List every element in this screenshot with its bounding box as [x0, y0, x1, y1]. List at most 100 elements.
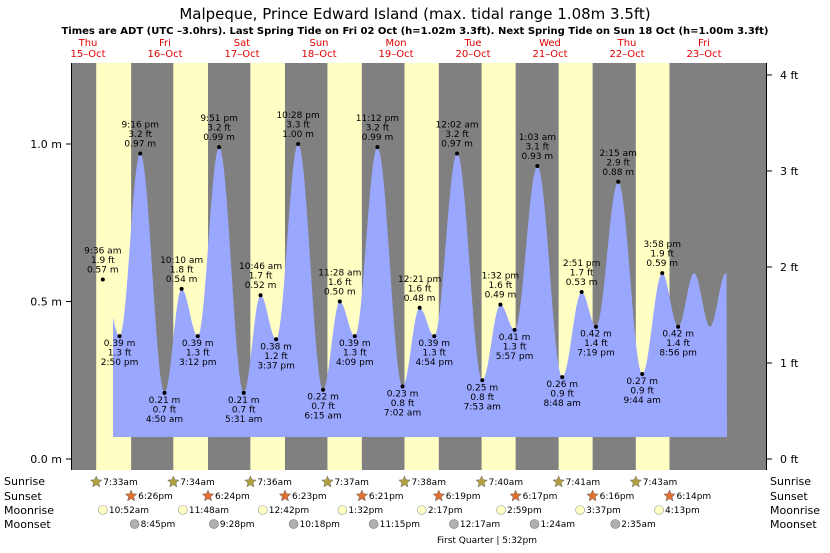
- tide-label-12-1: 1.6 ft: [328, 278, 352, 288]
- tide-point-20: [498, 302, 503, 307]
- tide-label-28-0: 3:58 pm: [643, 240, 681, 250]
- sunrise-icon-6: [552, 475, 565, 488]
- moonset-row-label-right: Moonset: [770, 518, 817, 531]
- tide-point-6: [217, 145, 222, 150]
- tide-label-19-0: 0.25 m: [466, 383, 498, 393]
- tide-point-26: [616, 179, 621, 184]
- sunrise-icon-5: [475, 475, 488, 488]
- day-date-0: 15–Oct: [70, 49, 105, 60]
- tide-label-7-0: 0.21 m: [228, 396, 260, 406]
- moonset-time-5: 1:24am: [540, 520, 575, 530]
- tide-label-15-0: 0.23 m: [387, 390, 419, 400]
- tide-label-28-1: 1.9 ft: [650, 250, 674, 260]
- tide-marks: 9:36 am1.9 ft0.57 m0.39 m1.3 ft2:50 pm9:…: [84, 111, 697, 425]
- tide-point-13: [352, 334, 357, 339]
- day-name-0: Thu: [78, 38, 98, 49]
- tide-label-9-0: 0.38 m: [260, 342, 292, 352]
- sunset-time-3: 6:21pm: [369, 492, 404, 502]
- tide-point-28: [660, 271, 665, 276]
- tide-label-16-0: 12:21 pm: [398, 275, 441, 285]
- moonrise-time-3: 1:32pm: [348, 506, 383, 516]
- right-tick-label-4: 4 ft: [780, 69, 799, 82]
- moonrise-icon-2: [257, 505, 268, 515]
- moonset-time-4: 12:17am: [460, 520, 500, 530]
- tide-point-27: [640, 371, 645, 376]
- tide-label-19-2: 7:53 am: [464, 402, 501, 412]
- moon-phase: First Quarter | 5:32pm: [437, 536, 537, 546]
- tide-label-1-2: 2:50 pm: [101, 358, 139, 368]
- tide-label-19-1: 0.8 ft: [470, 393, 494, 403]
- tide-label-20-0: 1:32 pm: [482, 272, 520, 282]
- tide-label-17-2: 4:54 pm: [415, 358, 453, 368]
- sunrise-time-7: 7:43am: [643, 478, 678, 488]
- tide-point-18: [455, 151, 460, 156]
- tide-label-26-0: 2:15 am: [600, 149, 637, 159]
- tide-label-0-2: 0.57 m: [87, 265, 119, 275]
- sunrise-time-4: 7:38am: [411, 478, 446, 488]
- moonset-icon-4: [449, 519, 459, 529]
- tide-label-7-1: 0.7 ft: [232, 405, 256, 415]
- tide-point-16: [417, 305, 422, 310]
- sunrise-time-6: 7:41am: [566, 478, 601, 488]
- tide-point-5: [195, 334, 200, 339]
- tide-label-4-2: 0.54 m: [166, 275, 198, 285]
- sunset-icon-2: [278, 489, 292, 502]
- tide-point-15: [400, 384, 405, 389]
- day-name-5: Tue: [463, 38, 481, 49]
- sun-moon-events: 7:33am 7:34am 7:36am 7:37am 7:38am 7:40am 7:41…: [89, 475, 711, 530]
- tide-label-24-1: 1.7 ft: [570, 269, 594, 279]
- moonset-row-label-left: Moonset: [4, 518, 51, 531]
- tide-point-21: [512, 327, 517, 332]
- tide-label-27-0: 0.27 m: [626, 377, 658, 387]
- moonset-time-2: 10:18pm: [300, 520, 340, 530]
- tide-label-13-2: 4:09 pm: [336, 358, 374, 368]
- tide-label-20-2: 0.49 m: [485, 291, 517, 301]
- tide-label-5-0: 0.39 m: [182, 339, 214, 349]
- tide-label-23-0: 0.26 m: [546, 380, 578, 390]
- sunset-icon-3: [355, 489, 369, 502]
- tide-label-15-1: 0.8 ft: [391, 399, 415, 409]
- sunrise-icon-3: [321, 475, 334, 488]
- tide-label-23-1: 0.9 ft: [550, 390, 574, 400]
- tide-label-16-2: 0.48 m: [404, 294, 436, 304]
- day-name-2: Sat: [234, 38, 250, 49]
- moonrise-icon-5: [496, 505, 506, 515]
- sunset-time-0: 6:26pm: [138, 492, 173, 502]
- sunrise-icon-4: [398, 475, 411, 488]
- tide-label-28-2: 0.59 m: [646, 259, 678, 269]
- tide-label-7-2: 5:31 am: [225, 415, 262, 425]
- sunrise-row-label-right: Sunrise: [770, 475, 811, 488]
- tide-label-22-2: 0.93 m: [522, 152, 554, 162]
- tide-label-2-1: 3.2 ft: [128, 130, 152, 140]
- tide-label-5-2: 3:12 pm: [179, 358, 217, 368]
- moonrise-icon-1: [178, 505, 188, 515]
- day-date-2: 17–Oct: [224, 49, 259, 60]
- tide-label-18-1: 3.2 ft: [445, 130, 469, 140]
- sunset-time-2: 6:23pm: [292, 492, 327, 502]
- day-date-5: 20–Oct: [455, 49, 490, 60]
- tide-label-11-1: 0.7 ft: [311, 402, 335, 412]
- tide-label-9-1: 1.2 ft: [264, 352, 288, 362]
- tide-point-19: [480, 378, 485, 383]
- tide-label-2-2: 0.97 m: [124, 139, 156, 149]
- tide-label-18-0: 12:02 am: [436, 120, 479, 130]
- tide-label-26-2: 0.88 m: [602, 168, 634, 178]
- day-date-1: 16–Oct: [147, 49, 182, 60]
- moonset-icon-6: [610, 519, 621, 529]
- tide-label-6-2: 0.99 m: [203, 133, 235, 143]
- tide-label-29-1: 1.4 ft: [666, 339, 690, 349]
- tide-label-25-1: 1.4 ft: [584, 339, 608, 349]
- tide-label-11-0: 0.22 m: [307, 393, 339, 403]
- moonrise-time-5: 2:59pm: [507, 506, 542, 516]
- sunset-time-4: 6:19pm: [446, 492, 481, 502]
- moonrise-icon-3: [337, 505, 348, 515]
- right-tick-label-2: 2 ft: [780, 261, 799, 274]
- tide-point-0: [100, 277, 105, 282]
- day-date-4: 19–Oct: [378, 49, 413, 60]
- sunset-icon-6: [586, 489, 599, 502]
- sunrise-time-2: 7:36am: [257, 478, 292, 488]
- tide-point-29: [676, 324, 681, 329]
- moonrise-time-1: 11:48am: [189, 506, 229, 516]
- tide-label-13-0: 0.39 m: [339, 339, 371, 349]
- tide-point-10: [296, 142, 301, 146]
